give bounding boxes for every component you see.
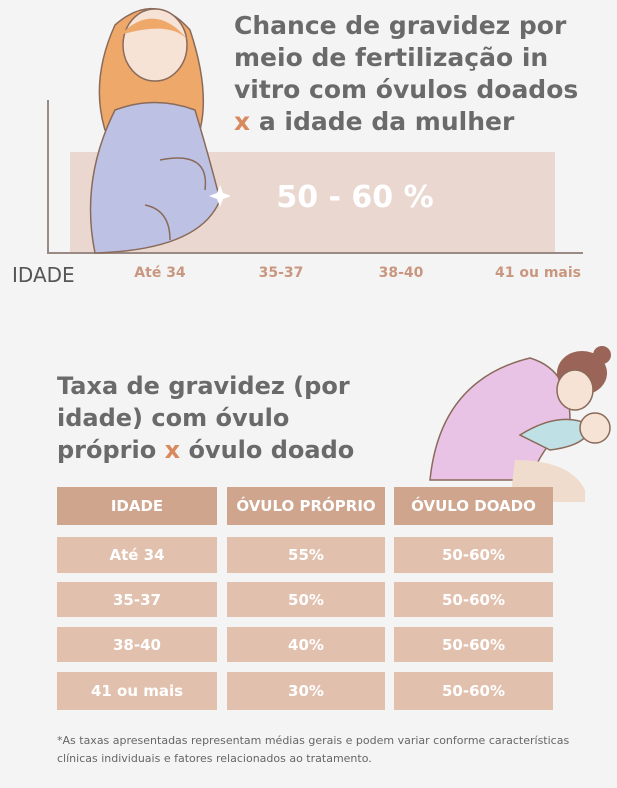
category-label: 38-40 <box>378 265 424 281</box>
title-connector: x <box>234 107 251 136</box>
table-cell: 30% <box>227 672 385 710</box>
band-label: 50 - 60 % <box>276 180 434 215</box>
category-label: 41 ou mais <box>495 265 581 281</box>
axis-label: IDADE <box>12 263 75 287</box>
table-cell: Até 34 <box>57 537 217 573</box>
table-cell: 50% <box>227 582 385 617</box>
title: Chance de gravidez por meio de fertiliza… <box>234 10 579 138</box>
table-cell: 50-60% <box>394 537 553 573</box>
table-header-cell: ÓVULO PRÓPRIO <box>227 487 385 525</box>
mother-baby-illustration <box>429 346 611 502</box>
y-axis <box>47 100 49 254</box>
footnote: *As taxas apresentadas representam média… <box>57 734 570 765</box>
title-text: a idade da mulher <box>258 107 515 136</box>
table-cell: 50-60% <box>394 672 553 710</box>
title-text: Chance de gravidez por meio de fertiliza… <box>234 11 579 104</box>
table-header-cell: IDADE <box>57 487 217 525</box>
table-cell: 38-40 <box>57 627 217 662</box>
category-label: 35-37 <box>258 265 304 281</box>
table-cell: 50-60% <box>394 582 553 617</box>
table-cell: 41 ou mais <box>57 672 217 710</box>
category-label: Até 34 <box>134 265 186 281</box>
section-title: Taxa de gravidez (por idade) com óvulo p… <box>57 370 357 466</box>
section-title-connector: x <box>164 436 181 464</box>
pregnant-woman-illustration <box>89 8 230 254</box>
section-title-text: óvulo doado <box>188 436 355 464</box>
table-header-cell: ÓVULO DOADO <box>394 487 553 525</box>
table-cell: 55% <box>227 537 385 573</box>
table-cell: 50-60% <box>394 627 553 662</box>
table-cell: 40% <box>227 627 385 662</box>
section-title-text: Taxa de gravidez (por idade) com óvulo p… <box>57 372 350 464</box>
table-cell: 35-37 <box>57 582 217 617</box>
x-axis <box>47 252 583 254</box>
